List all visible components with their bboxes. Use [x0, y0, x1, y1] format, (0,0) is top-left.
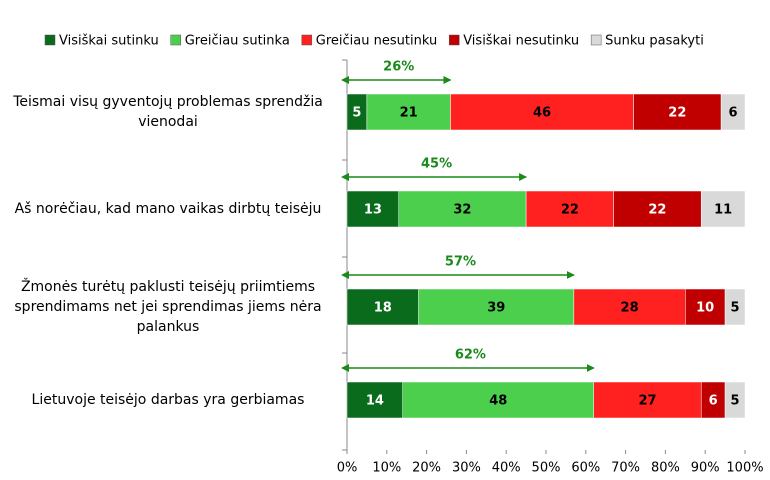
x-tick-label: 0% [337, 461, 358, 476]
legend-label: Sunku pasakyti [605, 34, 704, 49]
x-tick-label: 100% [726, 461, 763, 476]
legend-swatch [590, 34, 602, 46]
bar-value-label: 5 [731, 301, 740, 316]
bar-value-label: 6 [729, 106, 738, 121]
bar-value-label: 48 [489, 394, 507, 409]
bar-segment [573, 288, 686, 326]
bar-segment [418, 288, 575, 326]
legend-label: Greičiau sutinka [185, 34, 290, 49]
bar-segment [633, 93, 722, 131]
bar-segment [525, 190, 614, 228]
x-tick-label: 20% [412, 461, 441, 476]
bar-segment [724, 381, 746, 419]
bar-value-label: 32 [453, 203, 471, 218]
bar-segment [700, 190, 746, 228]
x-tick-label: 10% [372, 461, 401, 476]
category-label: Lietuvoje teisėjo darbas yra gerbiamas [31, 392, 305, 408]
bar-value-label: 21 [400, 106, 418, 121]
annotation-label: 57% [445, 255, 476, 270]
category-label: Žmonės turėtų paklusti teisėjų priimtiem… [14, 279, 322, 335]
annotation-label: 62% [455, 348, 486, 363]
bar-segment [346, 381, 403, 419]
bar-segment [366, 93, 451, 131]
bar-value-label: 39 [487, 301, 505, 316]
x-tick-label: 70% [611, 461, 640, 476]
bar-value-label: 13 [364, 203, 382, 218]
bar-value-label: 46 [533, 106, 551, 121]
legend-swatch [44, 34, 56, 46]
bar-value-label: 22 [648, 203, 666, 218]
bar-value-label: 5 [352, 106, 361, 121]
bar-segment [593, 381, 702, 419]
bar-segment [346, 190, 399, 228]
x-tick-label: 60% [571, 461, 600, 476]
legend-swatch [448, 34, 460, 46]
legend-label: Visiškai sutinku [59, 34, 159, 49]
legend-label: Greičiau nesutinku [316, 34, 437, 49]
legend-label: Visiškai nesutinku [463, 34, 579, 49]
bar-value-label: 10 [696, 301, 714, 316]
annotation-label: 45% [421, 157, 452, 172]
bar-value-label: 22 [668, 106, 686, 121]
bar-value-label: 14 [366, 394, 384, 409]
bar-segment [398, 190, 527, 228]
x-tick-label: 40% [492, 461, 521, 476]
bar-value-label: 11 [714, 203, 732, 218]
legend-swatch [301, 34, 313, 46]
bar-value-label: 28 [621, 301, 639, 316]
bar-segment [685, 288, 726, 326]
category-label: Teismai visų gyventojų problemas sprendž… [13, 94, 323, 130]
bar-value-label: 6 [709, 394, 718, 409]
bar-segment [450, 93, 634, 131]
category-label: Aš norėčiau, kad mano vaikas dirbtų teis… [14, 201, 322, 217]
x-tick-label: 90% [691, 461, 720, 476]
bar-value-label: 5 [731, 394, 740, 409]
x-tick-label: 30% [452, 461, 481, 476]
bar-value-label: 22 [561, 203, 579, 218]
bar-value-label: 18 [374, 301, 392, 316]
bar-segment [613, 190, 702, 228]
bar-value-label: 27 [638, 394, 656, 409]
legend-swatch [170, 34, 181, 46]
bar-segment [724, 288, 746, 326]
bar-segment [346, 288, 419, 326]
bar-segment [720, 93, 746, 131]
x-tick-label: 80% [651, 461, 680, 476]
annotation-label: 26% [383, 60, 414, 75]
x-tick-label: 50% [532, 461, 561, 476]
